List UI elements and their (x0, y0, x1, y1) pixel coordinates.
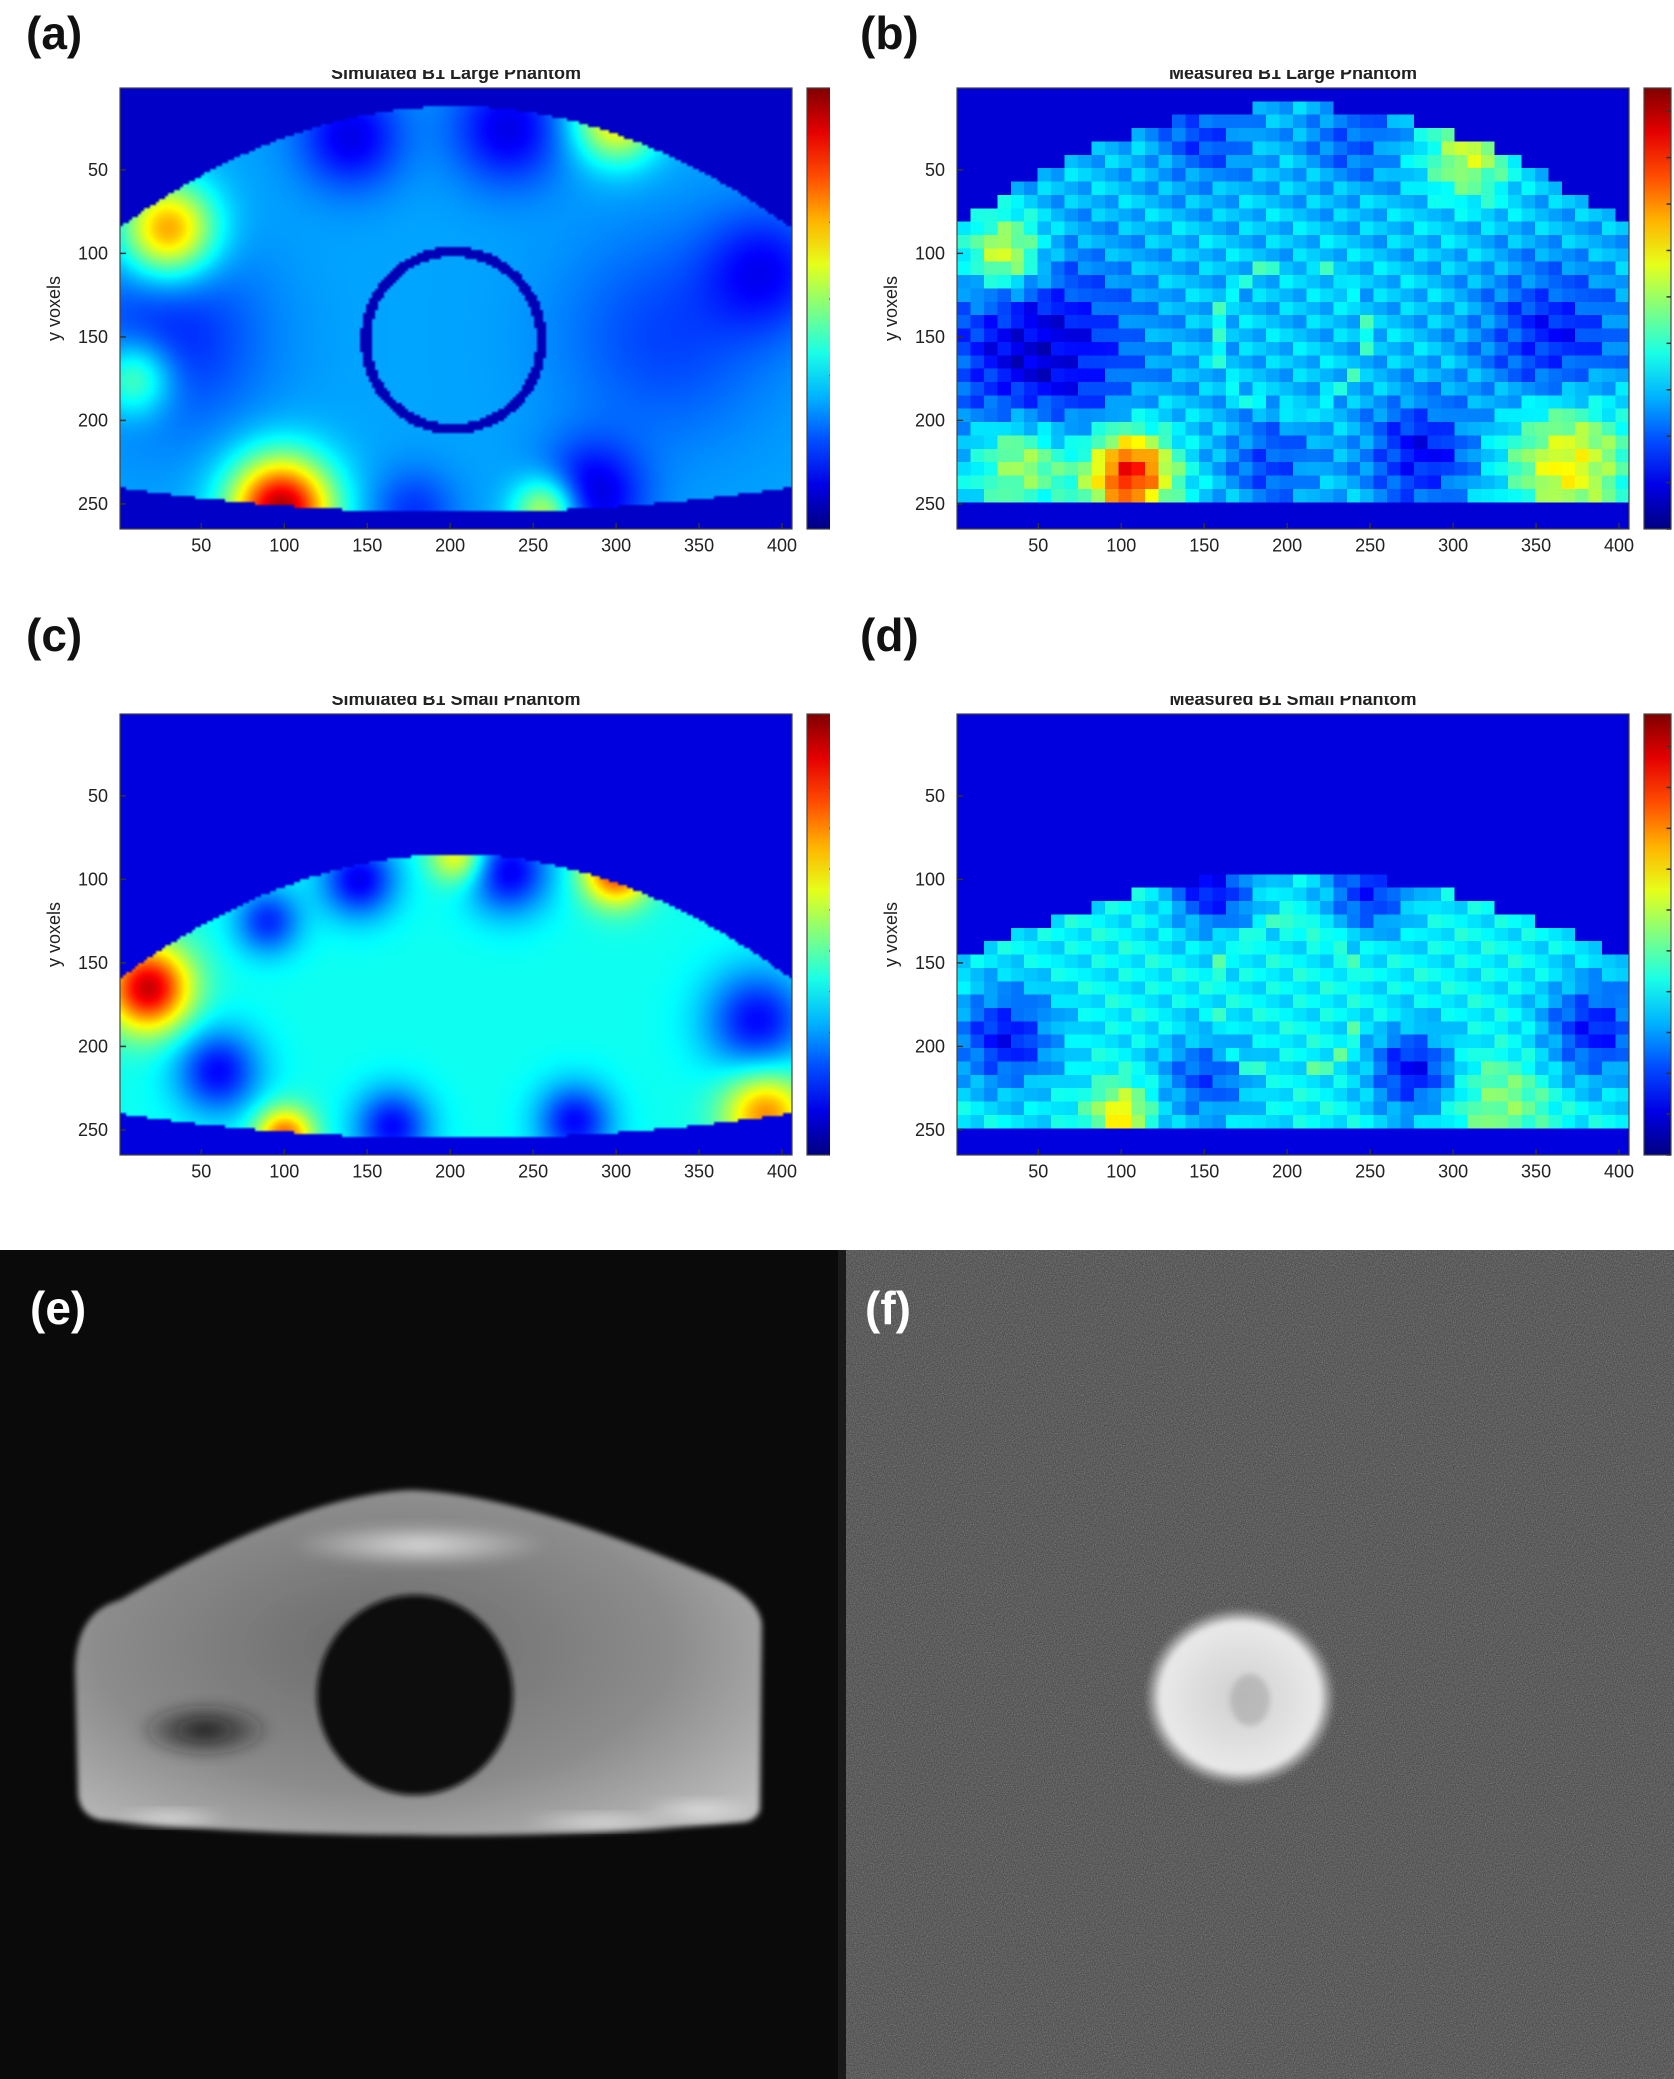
y-tick-label: 50 (88, 786, 108, 806)
y-tick-label: 50 (925, 160, 945, 180)
y-tick-label: 150 (78, 953, 108, 973)
chart-title: Measured B1 Large Phantom (1169, 70, 1417, 83)
x-tick-label: 300 (601, 1162, 631, 1182)
x-tick-label: 400 (767, 1162, 797, 1182)
x-tick-label: 400 (767, 536, 797, 556)
chart-title: Simulated B1 Large Phantom (331, 70, 581, 83)
x-tick-label: 300 (601, 536, 631, 556)
heatmap-image (120, 714, 792, 1155)
chart-title: Simulated B1 Small Phantom (331, 696, 580, 709)
y-tick-label: 200 (78, 1036, 108, 1056)
y-tick-label: 200 (915, 1036, 945, 1056)
y-tick-label: 150 (78, 327, 108, 347)
panel-label-d: (d) (860, 609, 919, 661)
y-tick-label: 50 (88, 160, 108, 180)
x-axis-label: x voxels (423, 558, 488, 560)
y-tick-label: 250 (915, 494, 945, 514)
x-tick-label: 350 (1521, 536, 1551, 556)
x-tick-label: 250 (1355, 536, 1385, 556)
panel-label-c: (c) (26, 609, 83, 661)
y-axis-label: y voxels (881, 276, 901, 341)
x-tick-label: 250 (1355, 1162, 1385, 1182)
x-tick-label: 50 (191, 1162, 211, 1182)
chart-measured-small: Measured B1 Small Phantom 50 100 150 200 250 3… (881, 696, 1672, 1186)
y-tick-label: 100 (78, 243, 108, 263)
y-axis-label: y voxels (881, 902, 901, 967)
y-tick-label: 50 (925, 786, 945, 806)
x-axis-label: x voxels (1260, 1184, 1325, 1186)
x-tick-label: 200 (435, 1162, 465, 1182)
x-tick-label: 100 (1106, 1162, 1136, 1182)
y-tick-label: 250 (915, 1120, 945, 1140)
x-tick-label: 150 (352, 1162, 382, 1182)
x-tick-label: 150 (352, 536, 382, 556)
y-axis-label: y voxels (44, 276, 64, 341)
x-tick-label: 200 (1272, 1162, 1302, 1182)
panel-label-a: (a) (26, 7, 83, 59)
chart-measured-large: Measured B1 Large Phantom 50 100 150 200 250 3… (881, 70, 1672, 560)
colorbar (806, 87, 830, 530)
panel-label-f: (f) (865, 1282, 911, 1334)
y-tick-label: 100 (915, 243, 945, 263)
x-tick-label: 250 (518, 536, 548, 556)
x-tick-label: 150 (1189, 536, 1219, 556)
y-tick-label: 100 (915, 869, 945, 889)
mr-image-small-phantom (846, 1250, 1674, 2079)
y-axis-label: y voxels (44, 902, 64, 967)
x-tick-label: 100 (1106, 536, 1136, 556)
y-tick-label: 200 (78, 410, 108, 430)
panel-label-e: (e) (30, 1282, 87, 1334)
chart-simulated-large: Simulated B1 Large Phantom 50 100 150 200 250… (44, 70, 830, 560)
x-tick-label: 100 (269, 536, 299, 556)
chart-title: Measured B1 Small Phantom (1169, 696, 1416, 709)
y-tick-label: 150 (915, 953, 945, 973)
x-axis-label: x voxels (1260, 558, 1325, 560)
heatmap-image (957, 714, 1629, 1155)
x-tick-label: 300 (1438, 536, 1468, 556)
y-tick-label: 150 (915, 327, 945, 347)
x-tick-label: 400 (1604, 536, 1634, 556)
mr-image-large-phantom (0, 1250, 838, 2079)
x-tick-label: 300 (1438, 1162, 1468, 1182)
x-tick-label: 250 (518, 1162, 548, 1182)
colorbar (1643, 87, 1672, 530)
colorbar (806, 713, 830, 1156)
x-tick-label: 350 (1521, 1162, 1551, 1182)
x-tick-label: 350 (684, 1162, 714, 1182)
x-tick-label: 150 (1189, 1162, 1219, 1182)
panel-label-b: (b) (860, 7, 919, 59)
colorbar (1643, 713, 1672, 1156)
x-tick-label: 50 (1028, 536, 1048, 556)
y-tick-label: 100 (78, 869, 108, 889)
x-tick-label: 350 (684, 536, 714, 556)
x-tick-label: 50 (1028, 1162, 1048, 1182)
x-tick-label: 200 (435, 536, 465, 556)
x-tick-label: 400 (1604, 1162, 1634, 1182)
x-tick-label: 100 (269, 1162, 299, 1182)
heatmap-image (120, 88, 792, 529)
x-tick-label: 50 (191, 536, 211, 556)
y-tick-label: 250 (78, 1120, 108, 1140)
chart-simulated-small: Simulated B1 Small Phantom 50 100 150 200 250… (44, 696, 830, 1186)
y-tick-label: 200 (915, 410, 945, 430)
mr-image-row (0, 1250, 1674, 2079)
y-tick-label: 250 (78, 494, 108, 514)
x-tick-label: 200 (1272, 536, 1302, 556)
x-axis-label: x voxels (423, 1184, 488, 1186)
heatmap-image (957, 88, 1629, 529)
